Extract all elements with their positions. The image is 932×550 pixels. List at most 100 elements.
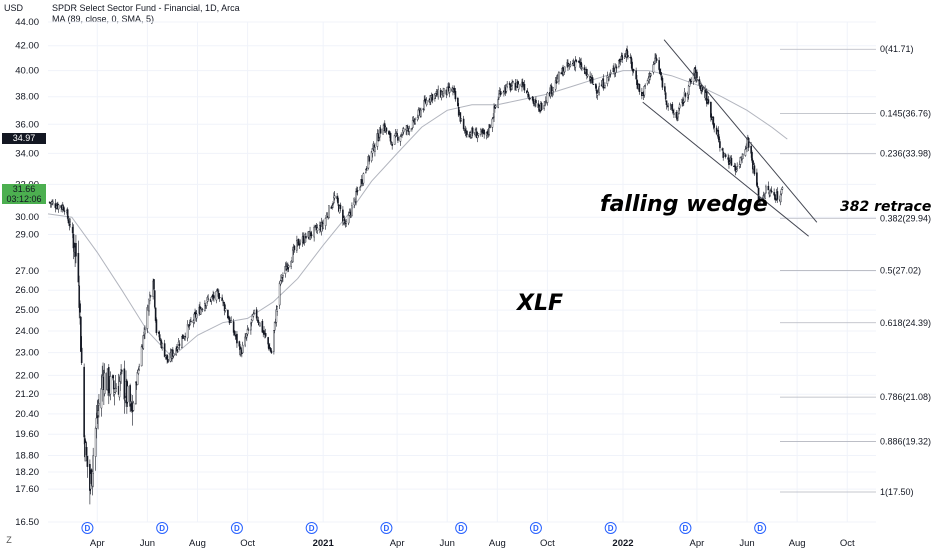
candle-body: [261, 320, 264, 333]
y-tick-label: 44.00: [15, 17, 39, 28]
candle-body: [552, 87, 554, 92]
candle-body: [512, 81, 514, 83]
candle-body: [293, 245, 296, 251]
candle-body: [333, 195, 336, 199]
candle-body: [391, 143, 393, 146]
candle-body: [362, 173, 365, 184]
candle-body: [69, 221, 71, 225]
candle-body: [481, 129, 484, 134]
candle-body: [558, 72, 560, 82]
candle-body: [252, 313, 255, 317]
candle-body: [83, 366, 85, 438]
candle-body: [153, 290, 156, 308]
candle-body: [310, 234, 313, 236]
candle-body: [460, 118, 462, 121]
candle-body: [604, 85, 606, 88]
candle-body: [781, 187, 784, 190]
candle-body: [154, 307, 157, 321]
candle-body: [123, 368, 126, 400]
dividend-marker: [305, 522, 318, 534]
candle-body: [158, 332, 160, 334]
candle-body: [523, 84, 526, 91]
candle-body: [483, 129, 485, 135]
candle-body: [690, 81, 692, 83]
candle-body: [148, 299, 150, 312]
candle-body: [476, 135, 479, 139]
candle-body: [366, 167, 369, 171]
candle-body: [446, 86, 449, 96]
candle-body: [712, 116, 715, 126]
candle-body: [424, 99, 426, 102]
annotation-ticker[interactable]: XLF: [517, 291, 564, 316]
y-tick-label: 22.00: [15, 370, 39, 381]
candle-body: [550, 85, 553, 94]
candle-body: [181, 336, 183, 348]
candle-body: [178, 343, 181, 346]
candle-body: [393, 135, 396, 145]
candle-body: [540, 103, 543, 110]
candle-body: [379, 128, 382, 134]
last-price-value: 31.66: [12, 183, 36, 194]
symbol-title[interactable]: SPDR Select Sector Fund - Financial, 1D,…: [52, 3, 240, 13]
candle-body: [195, 313, 198, 319]
candle-body: [477, 133, 480, 136]
candle-body: [721, 148, 724, 151]
x-tick-label: Jun: [140, 538, 155, 549]
dividend-marker: [679, 522, 692, 534]
candle-body: [216, 289, 219, 291]
candle-body: [425, 100, 428, 106]
candle-body: [673, 113, 675, 115]
candle-body: [207, 298, 209, 300]
candle-body: [719, 141, 721, 149]
candle-body: [723, 155, 725, 157]
candle-body: [609, 72, 612, 74]
indicator-legend[interactable]: MA (89, close, 0, SMA, 5): [52, 14, 155, 24]
candle-body: [764, 192, 766, 199]
y-tick-label: 40.00: [15, 66, 39, 77]
candle-body: [282, 275, 284, 278]
candle-body: [167, 359, 169, 363]
candle-body: [190, 320, 192, 323]
candle-body: [606, 75, 609, 84]
annotation-retrace[interactable]: 382 retrace: [840, 199, 932, 215]
candle-body: [652, 64, 655, 73]
candle-body: [201, 309, 204, 311]
candle-body: [389, 132, 392, 142]
candle-body: [356, 190, 359, 192]
dividend-label: D: [533, 524, 539, 533]
candle-body: [655, 57, 657, 59]
candle-body: [332, 203, 334, 205]
candle-body: [521, 81, 524, 86]
y-tick-label: 34.00: [15, 148, 39, 159]
candle-body: [643, 86, 646, 96]
candle-body: [205, 302, 208, 307]
candle-body: [423, 100, 426, 111]
candle-body: [595, 89, 598, 94]
y-tick-label: 24.00: [15, 326, 39, 337]
timezone-icon[interactable]: Z: [6, 535, 12, 545]
candle-body: [554, 80, 557, 90]
candle-body: [659, 71, 662, 76]
candle-body: [255, 309, 258, 319]
candle-body: [132, 402, 135, 411]
annotation-falling-wedge[interactable]: falling wedge: [600, 192, 768, 217]
candle-body: [241, 344, 244, 354]
candle-body: [63, 210, 66, 212]
candle-body: [515, 86, 518, 91]
candle-body: [382, 128, 384, 135]
wedge-trendline: [663, 39, 818, 223]
candle-body: [316, 227, 319, 231]
candle-body: [497, 99, 499, 108]
candle-body: [678, 104, 681, 109]
candle-body: [454, 91, 457, 100]
x-tick-label: Aug: [489, 538, 506, 549]
candle-body: [331, 205, 334, 208]
candle-body: [671, 103, 674, 111]
x-tick-label: Apr: [90, 538, 105, 549]
dividend-label: D: [159, 524, 165, 533]
candle-body: [92, 455, 94, 474]
candle-body: [273, 330, 275, 352]
fib-level-label: 0(41.71): [880, 44, 914, 54]
